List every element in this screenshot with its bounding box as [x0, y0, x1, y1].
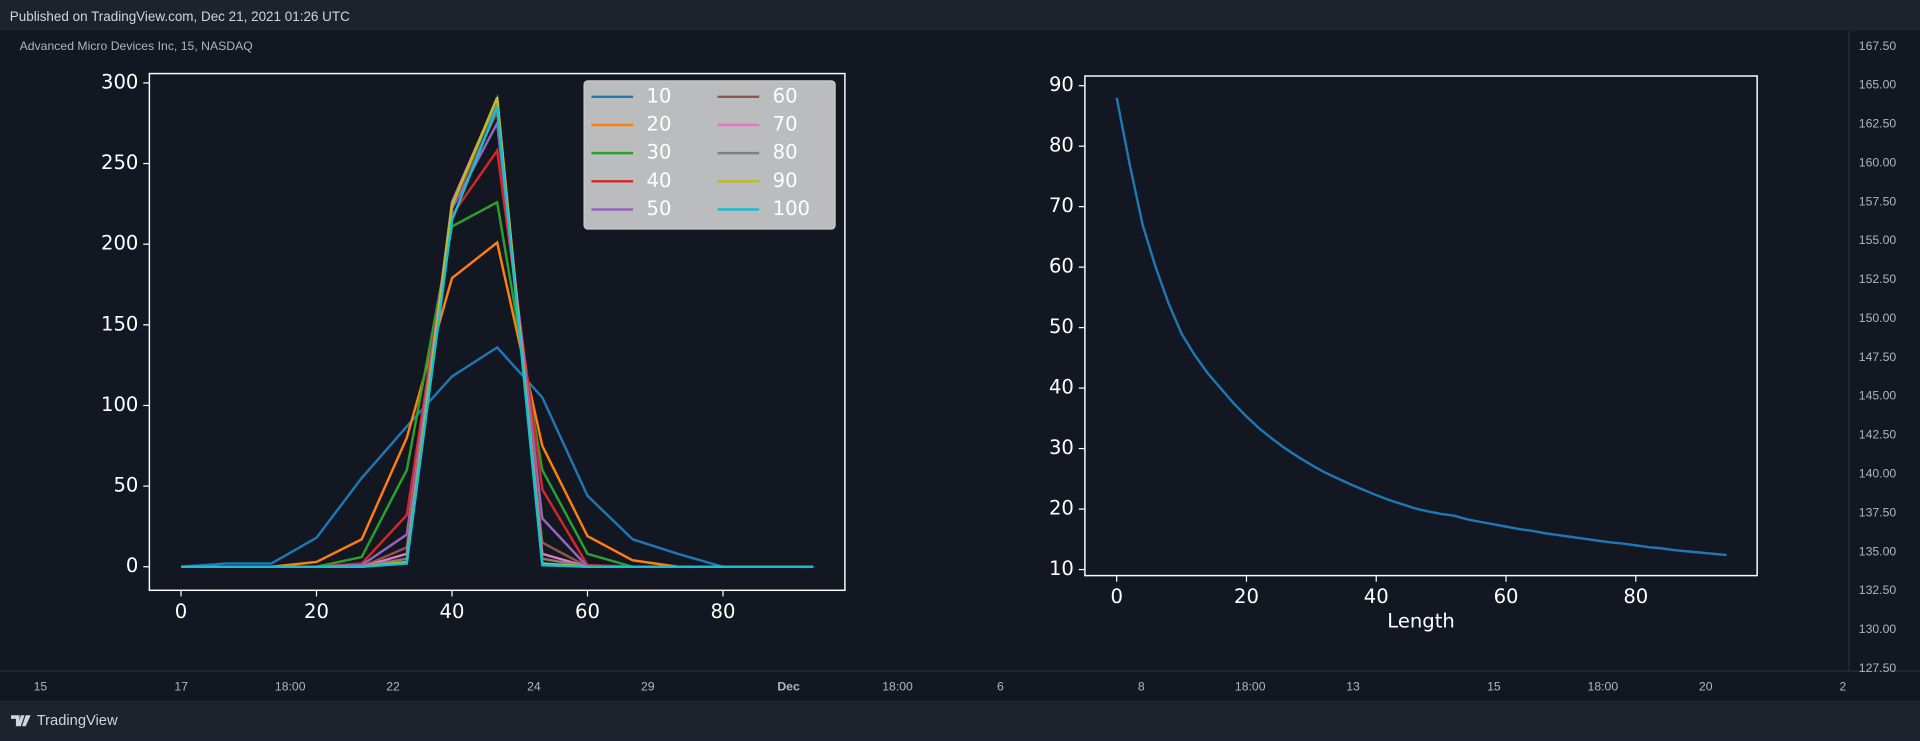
- x-tick-label: 40: [440, 600, 465, 623]
- y-tick-label: 40: [1049, 376, 1074, 399]
- symbol-title: Advanced Micro Devices Inc, 15, NASDAQ: [20, 39, 253, 53]
- price-label: 160.00: [1859, 155, 1897, 169]
- brand: TradingView: [37, 713, 118, 729]
- time-label: 13: [1346, 679, 1360, 693]
- y-tick-label: 90: [1049, 73, 1074, 96]
- legend-label: 20: [647, 112, 672, 135]
- x-tick-label: 80: [1623, 585, 1648, 608]
- time-label: 22: [386, 679, 400, 693]
- price-label: 127.50: [1859, 661, 1897, 675]
- price-label: 140.00: [1859, 467, 1897, 481]
- x-tick-label: 20: [1234, 585, 1259, 608]
- legend-label: 10: [647, 84, 672, 107]
- time-label: 20: [1699, 679, 1713, 693]
- y-tick-label: 70: [1049, 194, 1074, 217]
- footer-bar: [0, 700, 1920, 741]
- legend-label: 50: [647, 197, 672, 220]
- y-tick-label: 20: [1049, 497, 1074, 520]
- time-label: Dec: [777, 679, 800, 693]
- time-label: 17: [174, 679, 188, 693]
- price-label: 135.00: [1859, 544, 1897, 558]
- legend-label: 40: [647, 169, 672, 192]
- top-bar: [0, 0, 1920, 31]
- x-tick-label: 40: [1364, 585, 1389, 608]
- y-tick-label: 0: [126, 554, 138, 577]
- price-label: 132.50: [1859, 583, 1897, 597]
- y-tick-label: 30: [1049, 436, 1074, 459]
- published-text: Published on TradingView.com, Dec 21, 20…: [10, 9, 350, 24]
- price-label: 165.00: [1859, 78, 1897, 92]
- x-tick-label: 20: [304, 600, 329, 623]
- y-tick-label: 50: [113, 474, 138, 497]
- time-label: 18:00: [275, 679, 306, 693]
- x-tick-label: 60: [1494, 585, 1519, 608]
- legend-label: 90: [773, 169, 798, 192]
- y-tick-label: 50: [1049, 315, 1074, 338]
- price-label: 147.50: [1859, 350, 1897, 364]
- y-tick-label: 300: [101, 70, 138, 93]
- legend-label: 80: [773, 141, 798, 164]
- price-label: 157.50: [1859, 194, 1897, 208]
- time-label: 18:00: [882, 679, 913, 693]
- x-axis-label: Length: [1387, 610, 1455, 633]
- price-label: 162.50: [1859, 117, 1897, 131]
- price-label: 167.50: [1859, 39, 1897, 53]
- legend-label: 100: [773, 197, 810, 220]
- plot: 0 20 40 60 80 10 20 30 40 50 60 70 80 90 Length: [1049, 73, 1758, 633]
- series-line: [1115, 97, 1727, 557]
- tradingview-logo: [11, 715, 31, 727]
- series-line: [180, 345, 814, 568]
- price-label: 150.00: [1859, 311, 1897, 325]
- legend-label: 70: [773, 112, 798, 135]
- y-tick-label: 100: [101, 393, 138, 416]
- time-label: 15: [34, 679, 48, 693]
- price-label: 152.50: [1859, 272, 1897, 286]
- time-label: 29: [641, 679, 655, 693]
- legend-label: 30: [647, 141, 672, 164]
- x-tick-label: 80: [711, 600, 736, 623]
- time-label: 2: [1839, 679, 1846, 693]
- time-label: 8: [1138, 679, 1145, 693]
- y-tick-label: 60: [1049, 255, 1074, 278]
- time-label: 18:00: [1235, 679, 1266, 693]
- y-tick-label: 250: [101, 151, 138, 174]
- time-label: 15: [1487, 679, 1501, 693]
- legend-label: 60: [773, 84, 798, 107]
- time-label: 6: [997, 679, 1004, 693]
- plot-frame: [1084, 75, 1758, 577]
- x-tick-label: 0: [175, 600, 187, 623]
- price-label: 142.50: [1859, 428, 1897, 442]
- y-tick-label: 10: [1049, 557, 1074, 580]
- plot: 0 20 40 60 80 0 50 100 150 200 250 300 10 20 30 40 50 60 7…: [101, 70, 846, 623]
- y-tick-label: 80: [1049, 134, 1074, 157]
- series-line: [181, 106, 814, 568]
- price-label: 137.50: [1859, 505, 1897, 519]
- price-label: 145.00: [1859, 389, 1897, 403]
- y-tick-label: 200: [101, 232, 138, 255]
- time-label: 24: [527, 679, 541, 693]
- price-label: 130.00: [1859, 622, 1897, 636]
- x-tick-label: 0: [1110, 585, 1122, 608]
- time-label: 18:00: [1588, 679, 1619, 693]
- legend-box: [583, 80, 836, 230]
- y-tick-label: 150: [101, 312, 138, 335]
- x-tick-label: 60: [575, 600, 600, 623]
- price-label: 155.00: [1859, 233, 1897, 247]
